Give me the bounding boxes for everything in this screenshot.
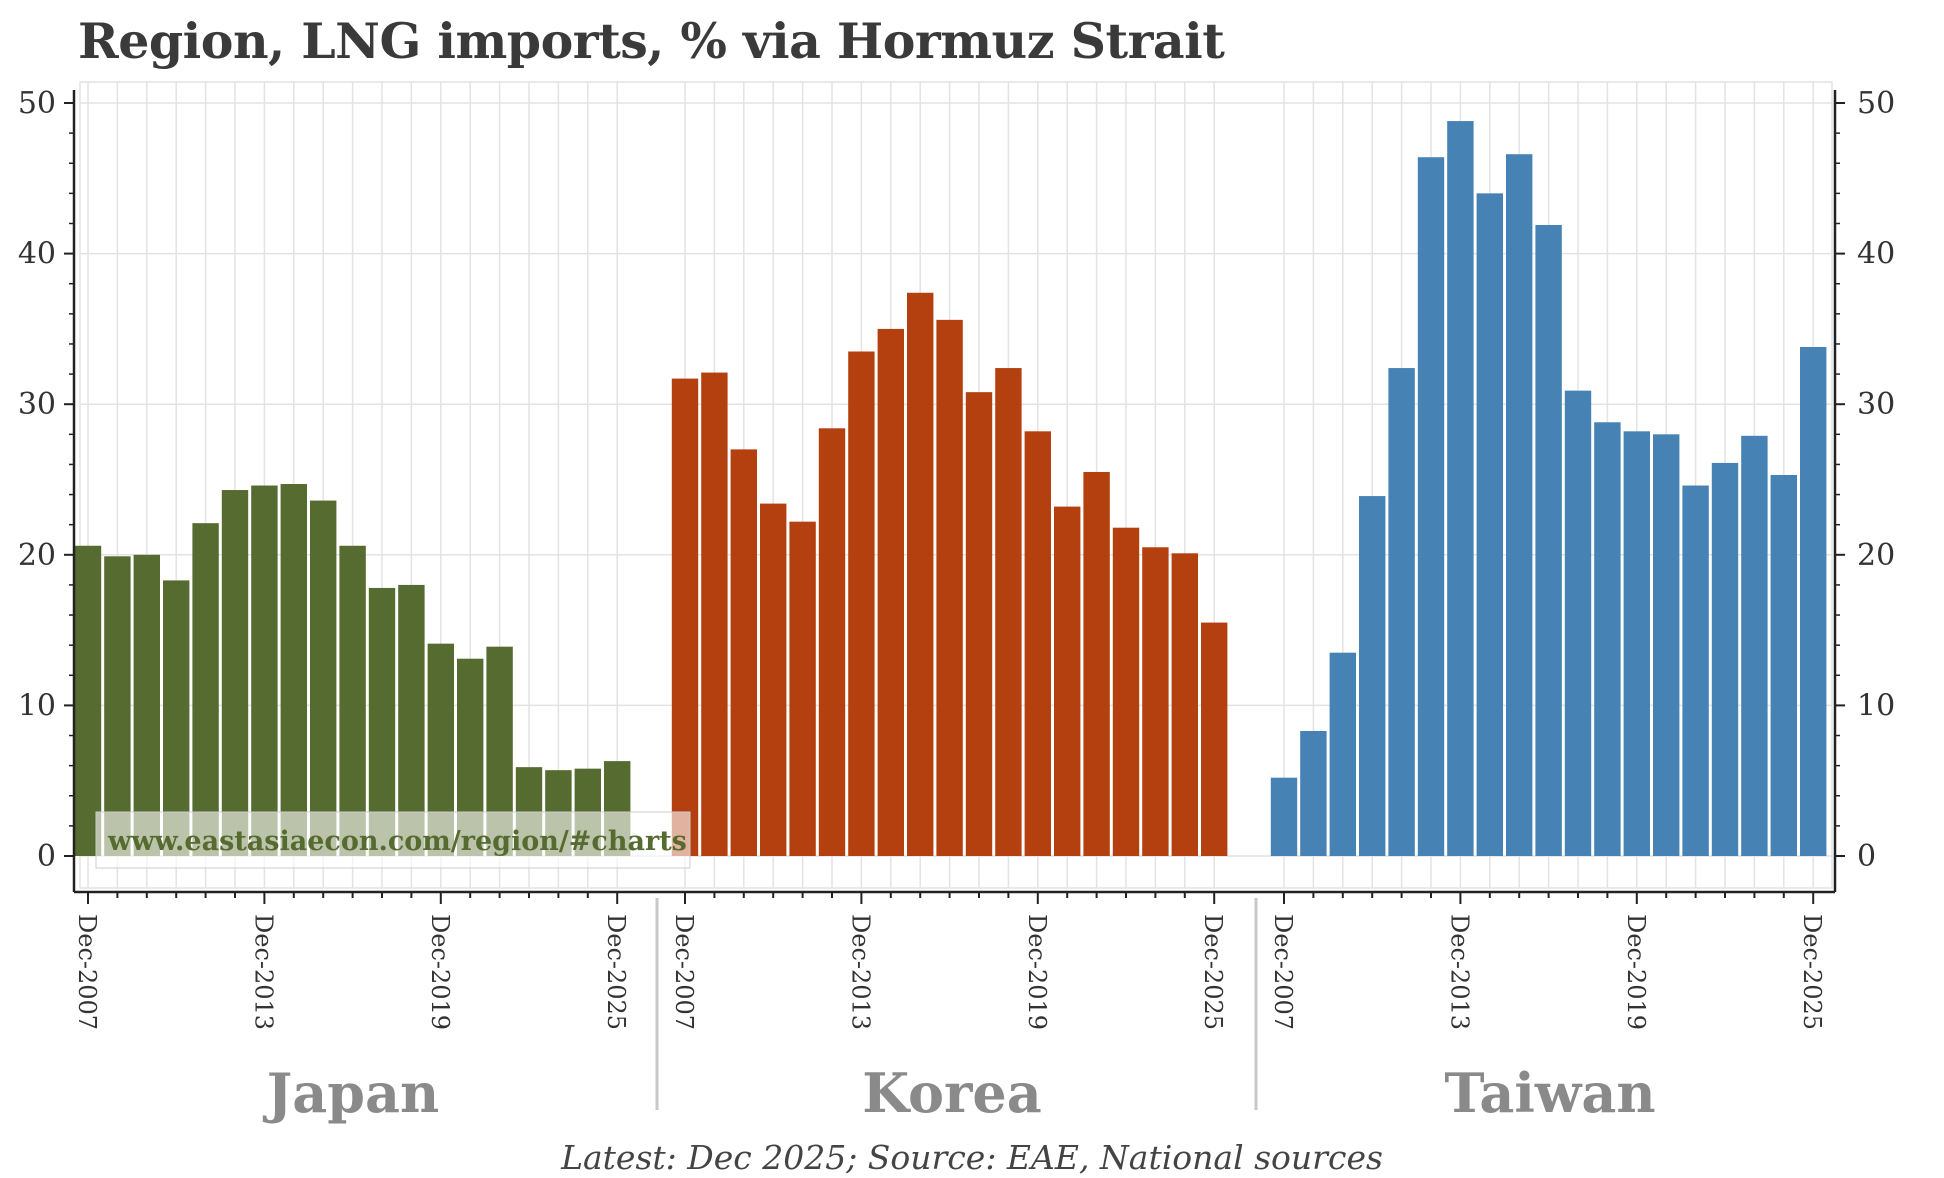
bar-korea-dec-2023: [1142, 547, 1169, 856]
x-tick-label: Dec-2013: [1445, 914, 1473, 1030]
bar-taiwan-dec-2024: [1770, 474, 1797, 856]
bar-taiwan-dec-2023: [1741, 435, 1768, 856]
bar-taiwan-dec-2014: [1476, 193, 1503, 857]
bar-taiwan-dec-2008: [1300, 731, 1327, 856]
y-tick-label-left: 20: [18, 538, 56, 573]
bar-korea-dec-2012: [818, 428, 846, 856]
bar-taiwan-dec-2013: [1447, 121, 1474, 856]
bar-taiwan-dec-2020: [1653, 434, 1680, 856]
y-tick-label-right: 20: [1857, 538, 1895, 573]
y-tick-label-left: 10: [18, 688, 56, 723]
x-tick-label: Dec-2013: [846, 914, 874, 1030]
x-tick-label: Dec-2013: [249, 914, 277, 1030]
bar-korea-dec-2014: [877, 328, 904, 856]
bar-japan-dec-2007: [74, 545, 102, 856]
y-tick-label-right: 10: [1857, 688, 1895, 723]
bar-japan-dec-2015: [310, 500, 337, 856]
x-tick-label: Dec-2025: [1199, 914, 1227, 1030]
bar-korea-dec-2010: [760, 503, 787, 856]
bar-taiwan-dec-2022: [1711, 462, 1739, 856]
y-tick-label-left: 0: [37, 839, 56, 874]
bar-japan-dec-2016: [339, 545, 366, 856]
x-tick-label: Dec-2019: [1023, 914, 1051, 1030]
y-tick-label-left: 30: [18, 387, 56, 422]
bar-taiwan-dec-2021: [1682, 485, 1709, 856]
x-tick-label: Dec-2007: [1269, 914, 1297, 1030]
bar-korea-dec-2020: [1054, 506, 1081, 856]
panel-label-japan: Japan: [263, 1061, 440, 1125]
bar-korea-dec-2008: [701, 372, 728, 856]
y-tick-label-left: 50: [18, 86, 56, 121]
bar-korea-dec-2021: [1083, 471, 1110, 856]
x-tick-label: Dec-2025: [602, 914, 630, 1030]
panel-label-taiwan: Taiwan: [1444, 1061, 1655, 1125]
bar-taiwan-dec-2011: [1388, 368, 1415, 856]
bar-japan-dec-2012: [221, 490, 249, 856]
y-tick-label-right: 50: [1857, 86, 1895, 121]
panel-labels: Japan Korea Taiwan: [263, 898, 1656, 1125]
bar-korea-dec-2007: [671, 378, 699, 856]
bar-taiwan-dec-2025: [1800, 346, 1827, 856]
bar-japan-dec-2008: [104, 556, 131, 856]
bar-korea-dec-2017: [965, 392, 993, 856]
bar-taiwan-dec-2015: [1506, 154, 1533, 857]
bar-korea-dec-2024: [1171, 553, 1198, 856]
bar-taiwan-dec-2017: [1564, 390, 1592, 856]
x-tick-label: Dec-2007: [73, 914, 101, 1030]
watermark-text: www.eastasiaecon.com/region/#charts: [107, 826, 687, 857]
x-tick-label: Dec-2007: [670, 914, 698, 1030]
bar-korea-dec-2025: [1201, 622, 1228, 856]
bar-korea-dec-2022: [1112, 527, 1140, 856]
y-tick-label-right: 30: [1857, 387, 1895, 422]
x-tick-label: Dec-2025: [1798, 914, 1826, 1030]
bar-japan-dec-2018: [398, 584, 425, 856]
bar-korea-dec-2013: [848, 351, 875, 856]
bar-japan-dec-2010: [163, 580, 190, 856]
bar-korea-dec-2019: [1024, 431, 1051, 856]
y-tick-label-right: 40: [1857, 237, 1895, 272]
bar-korea-dec-2016: [936, 319, 963, 856]
bar-korea-dec-2018: [995, 368, 1022, 856]
bar-taiwan-dec-2007: [1270, 777, 1298, 856]
bar-japan-dec-2009: [133, 554, 160, 856]
panel-label-korea: Korea: [862, 1061, 1042, 1125]
bar-taiwan-dec-2012: [1417, 157, 1445, 856]
y-tick-label-right: 0: [1857, 839, 1876, 874]
plot-frame: [79, 81, 1833, 889]
bar-korea-dec-2011: [789, 521, 816, 856]
footer-source: Latest: Dec 2025; Source: EAE, National …: [561, 1138, 1383, 1177]
bar-japan-dec-2014: [280, 484, 307, 856]
watermark: www.eastasiaecon.com/region/#charts: [95, 811, 691, 869]
axes: 0 0 10 10 20 20 30 30 40 40 50 50 Dec-2007 Dec-2013 De…: [18, 86, 1895, 1030]
bar-taiwan-dec-2009: [1329, 652, 1356, 856]
x-tick-label: Dec-2019: [1622, 914, 1650, 1030]
chart-title: Region, LNG imports, % via Hormuz Strait: [78, 12, 1225, 70]
bar-japan-dec-2017: [368, 587, 396, 856]
x-tick-label: Dec-2019: [426, 914, 454, 1030]
bars: [74, 121, 1827, 857]
bar-taiwan-dec-2016: [1535, 224, 1562, 857]
bar-korea-dec-2015: [907, 292, 934, 857]
bar-korea-dec-2009: [730, 449, 757, 856]
bar-taiwan-dec-2018: [1594, 422, 1621, 856]
bar-taiwan-dec-2019: [1623, 431, 1650, 856]
y-tick-label-left: 40: [18, 237, 56, 272]
bar-taiwan-dec-2010: [1359, 496, 1386, 856]
bar-japan-dec-2011: [192, 523, 219, 856]
bar-japan-dec-2013: [251, 485, 278, 856]
